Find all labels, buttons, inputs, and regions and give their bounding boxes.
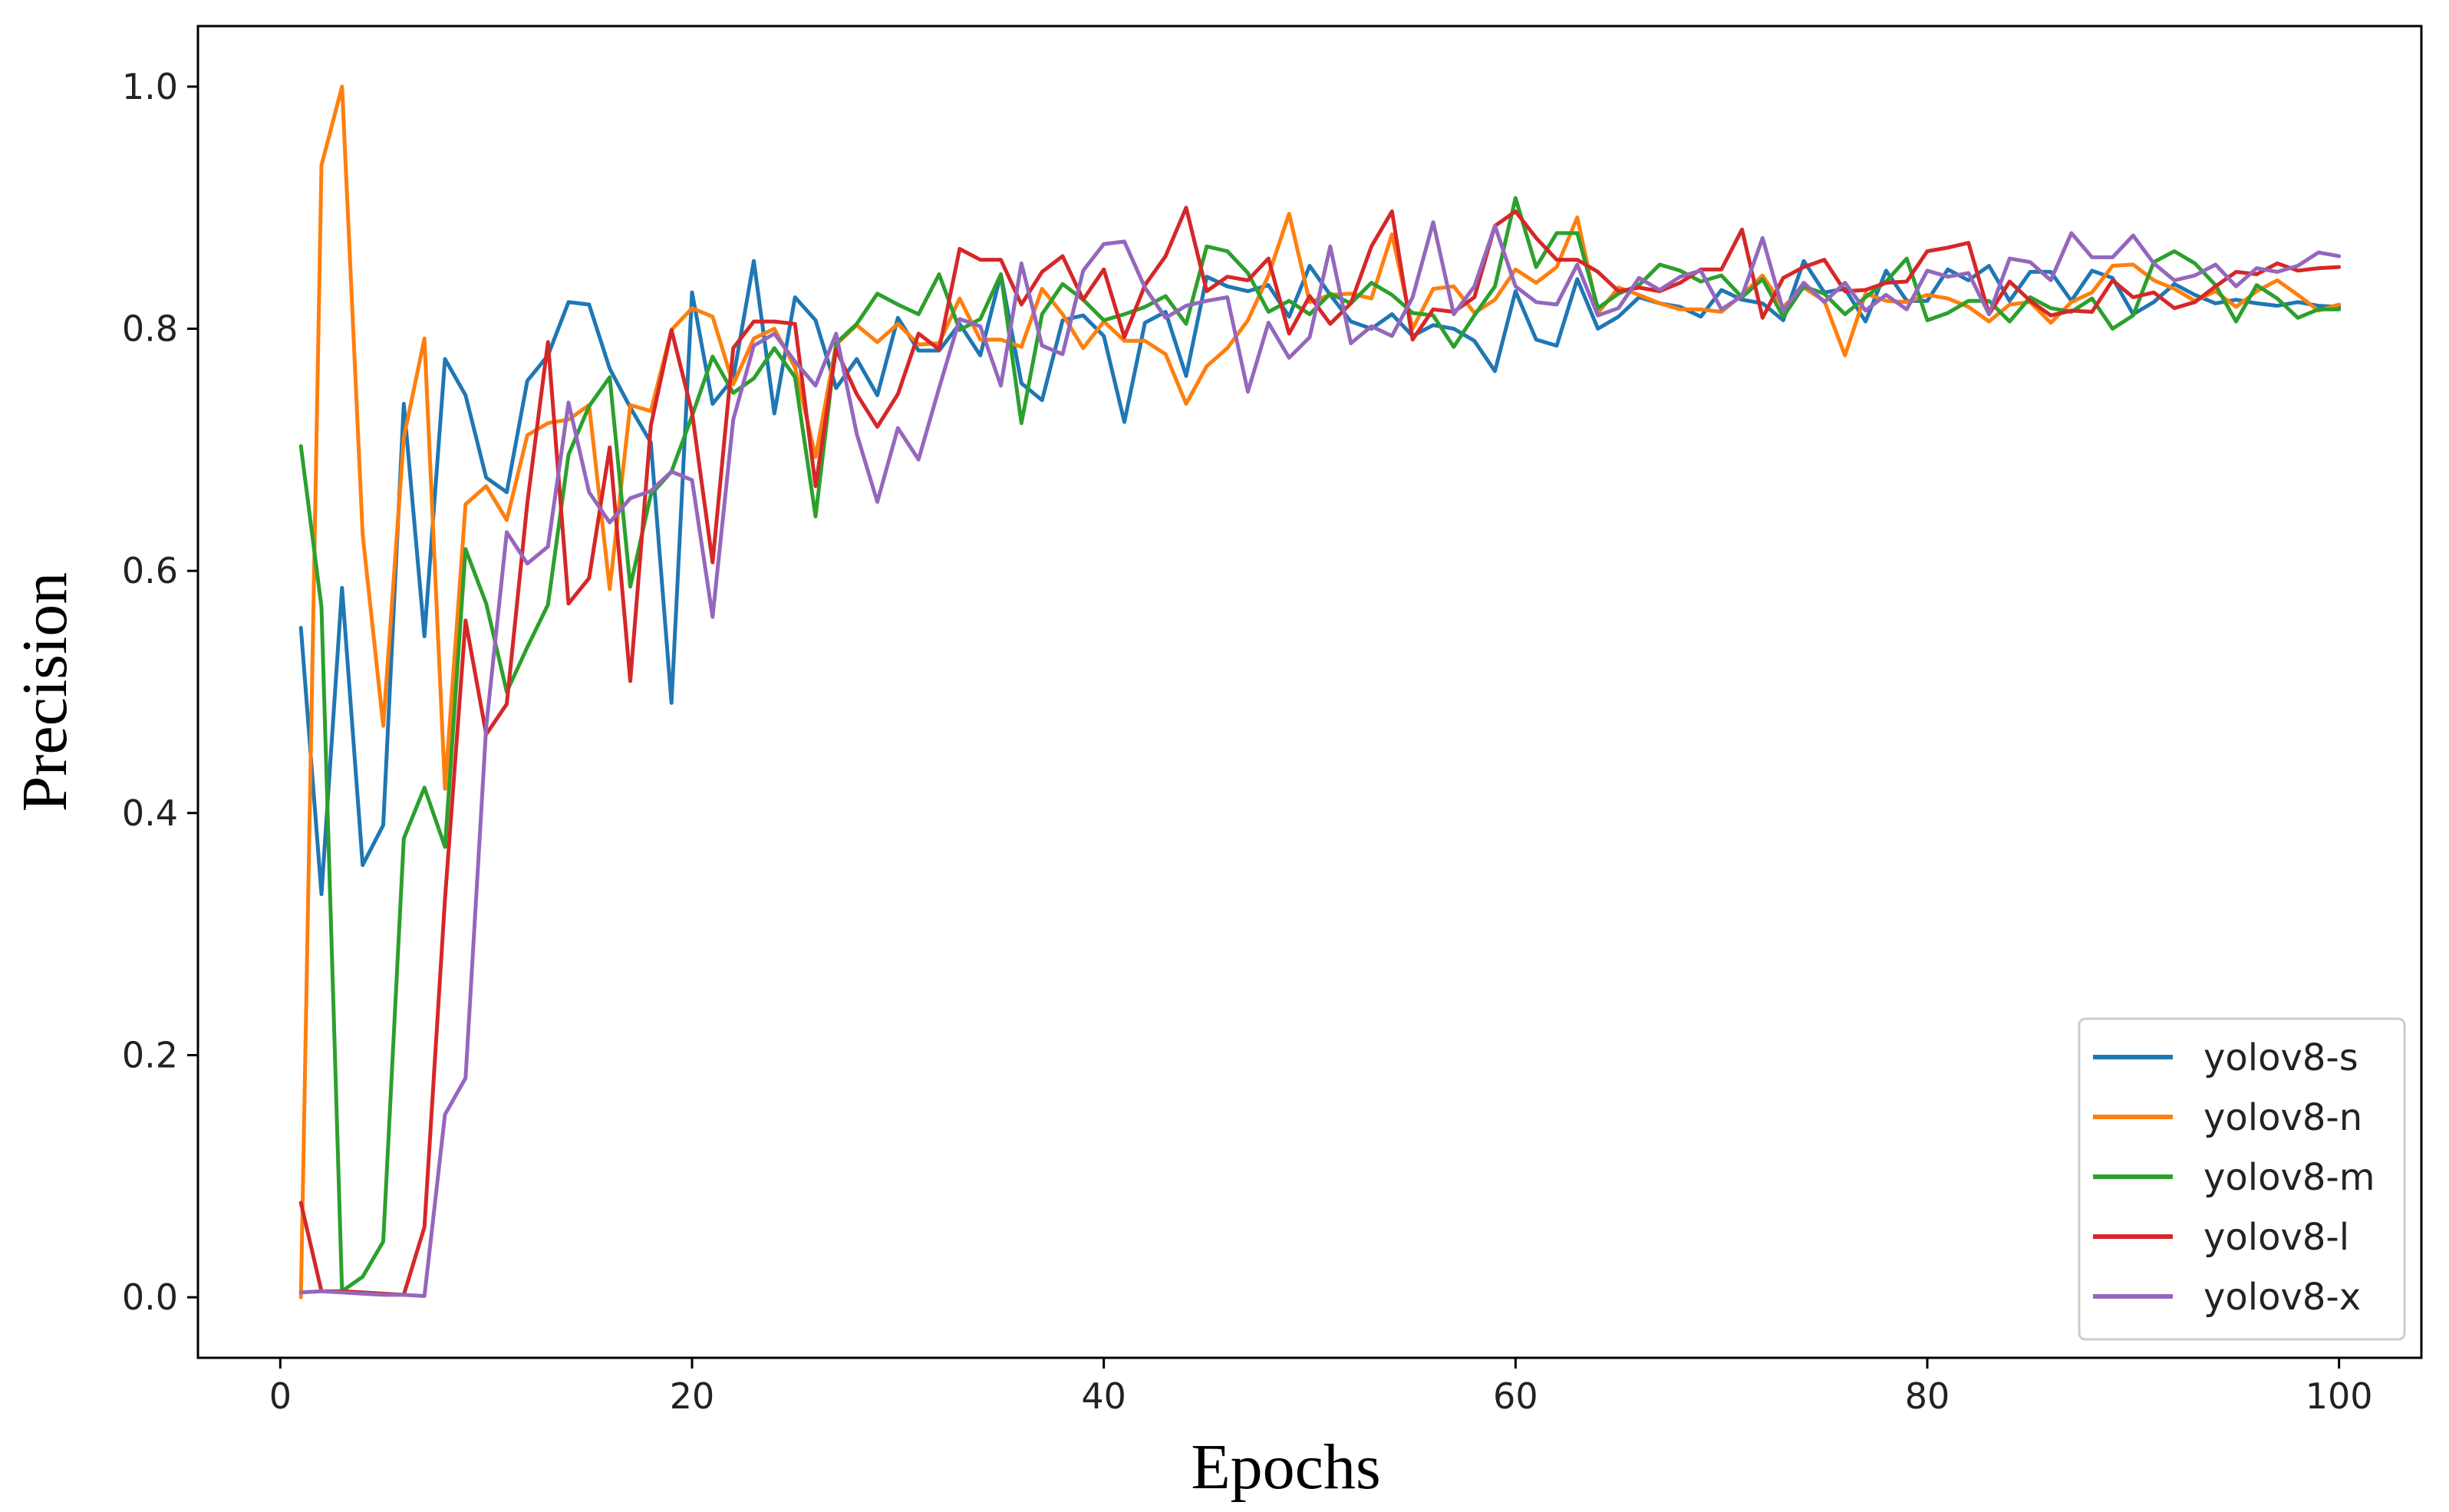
x-tick-label: 20: [670, 1375, 715, 1417]
series-line-yolov8-x: [298, 220, 2342, 1298]
legend-label-yolov8-x: yolov8-x: [2203, 1276, 2361, 1319]
y-tick-label: 0.4: [122, 792, 178, 834]
legend-box: [2078, 1017, 2406, 1341]
x-axis-ticks: 0 20 40 60 80 100: [269, 1358, 2373, 1417]
x-tick-label: 100: [2306, 1375, 2373, 1417]
series-line-yolov8-l: [298, 206, 2342, 1297]
y-tick-label: 0.2: [122, 1034, 178, 1076]
y-tick-label: 1.0: [122, 66, 178, 107]
legend-label-yolov8-m: yolov8-m: [2203, 1156, 2375, 1199]
y-axis-title: Precision: [9, 572, 81, 812]
y-tick-label: 0.6: [122, 550, 178, 591]
x-tick-label: 80: [1905, 1375, 1950, 1417]
y-tick-label: 0.8: [122, 308, 178, 350]
legend-label-yolov8-n: yolov8-n: [2203, 1096, 2362, 1139]
legend: yolov8-s yolov8-n yolov8-m yolov8-l yolov8-x: [2078, 1017, 2406, 1341]
legend-label-yolov8-s: yolov8-s: [2203, 1036, 2358, 1079]
y-tick-label: 0.0: [122, 1276, 178, 1318]
x-tick-label: 40: [1081, 1375, 1126, 1417]
x-axis-title: Epochs: [1191, 1431, 1380, 1503]
y-axis-ticks: 0.0 0.2 0.4 0.6 0.8 1.0: [122, 66, 198, 1318]
legend-label-yolov8-l: yolov8-l: [2203, 1216, 2349, 1259]
plot-frame: [196, 25, 2423, 1359]
x-tick-label: 0: [269, 1375, 292, 1417]
x-tick-label: 60: [1493, 1375, 1538, 1417]
series-layer: [298, 84, 2342, 1300]
